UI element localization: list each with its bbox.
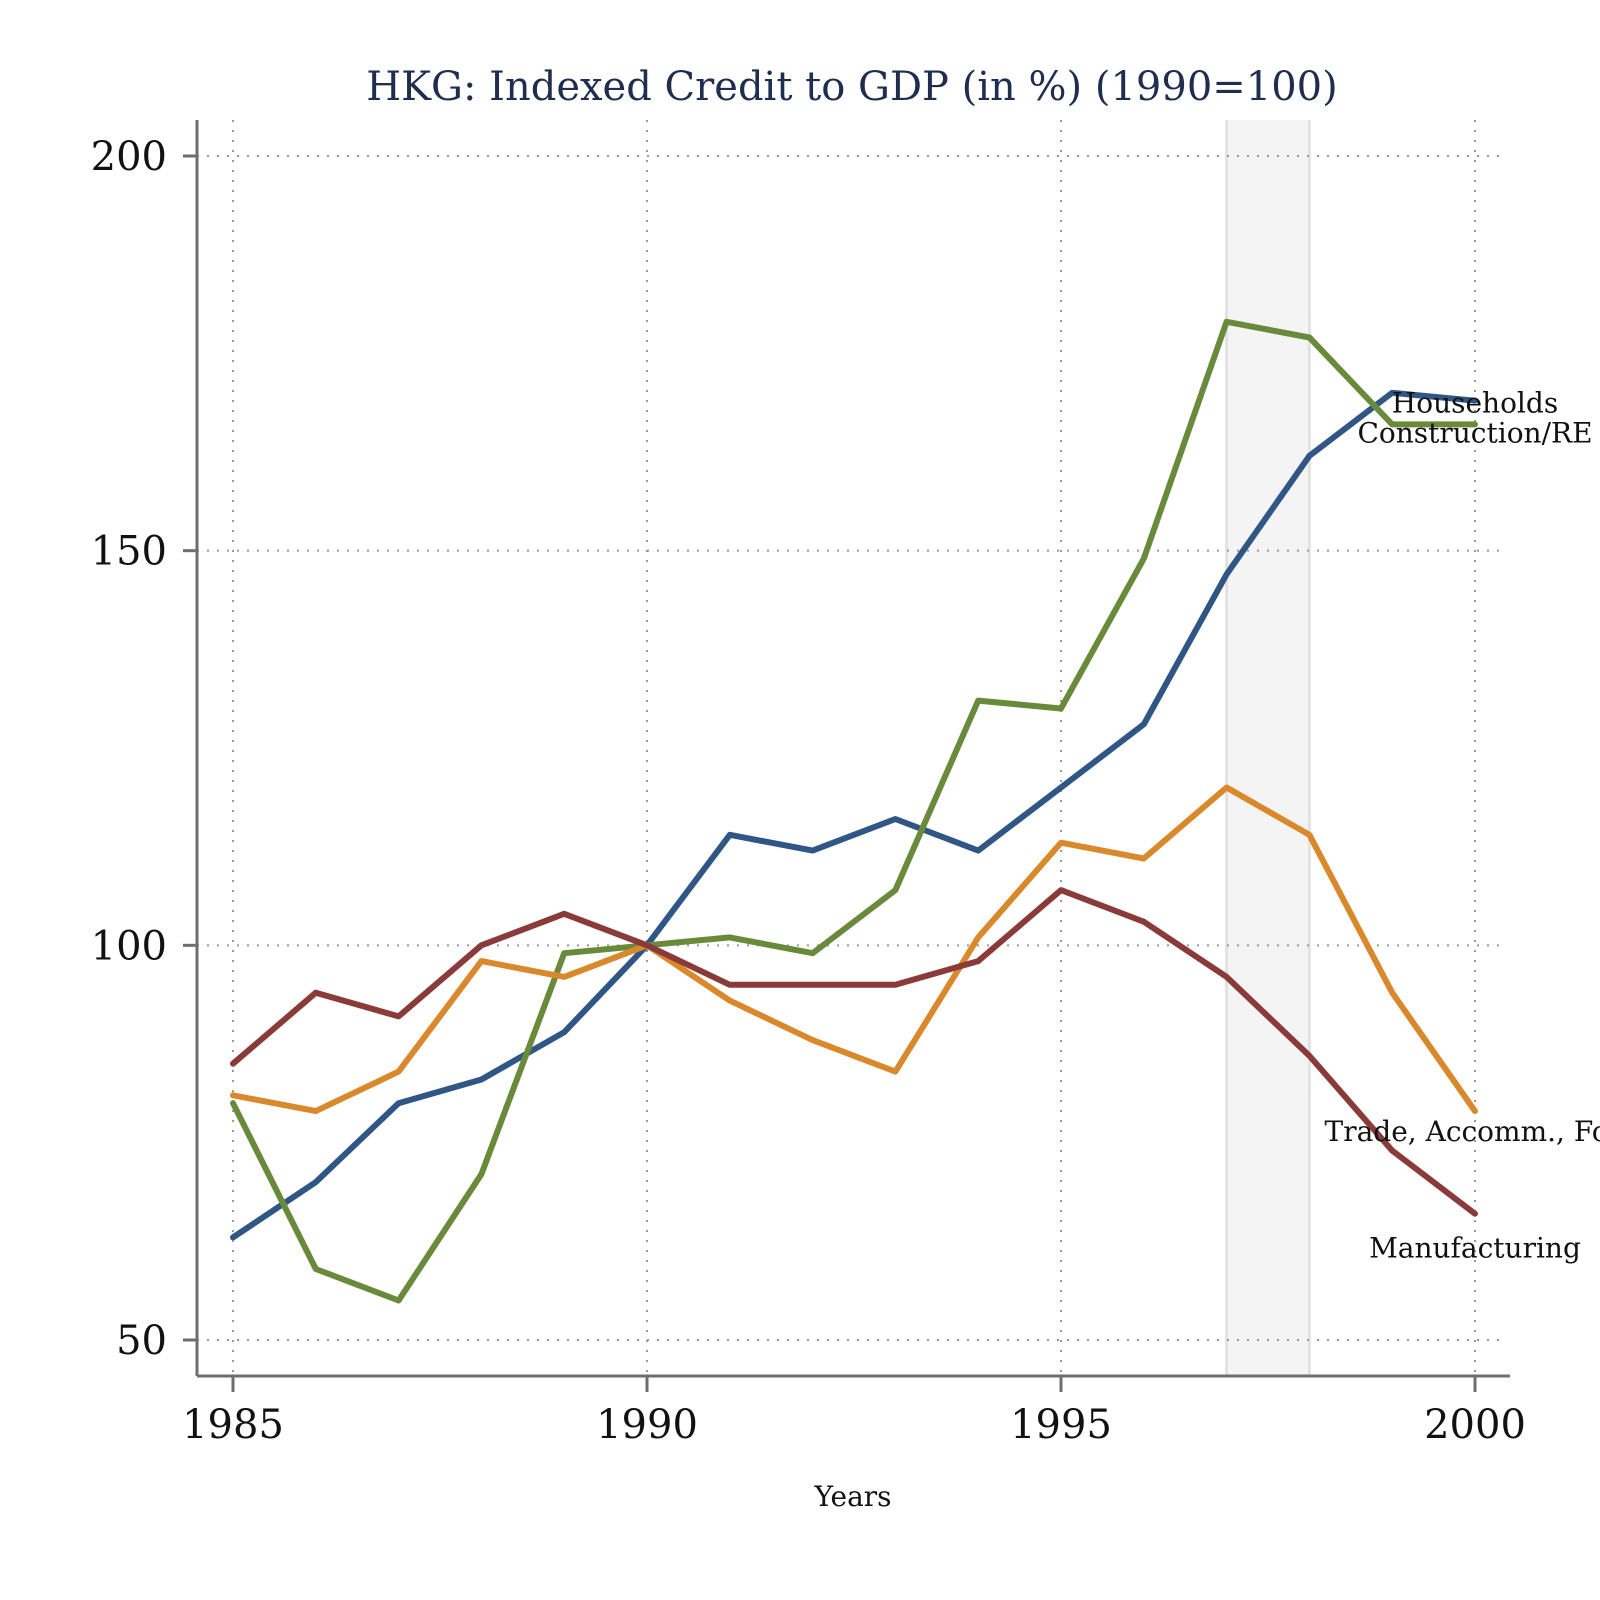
grid-layer — [197, 120, 1505, 1376]
series-label-trade-accomm-foo: Trade, Accomm., Foo — [1325, 1115, 1600, 1148]
series-label-manufacturing: Manufacturing — [1369, 1232, 1581, 1265]
chart-title: HKG: Indexed Credit to GDP (in %) (1990=… — [366, 64, 1337, 110]
series-line-households — [230, 389, 1478, 1241]
y-tick-label: 200 — [91, 134, 167, 180]
series-line-construction-re — [230, 318, 1478, 1304]
x-tick-label: 1995 — [1010, 1402, 1112, 1448]
x-axis-title: Years — [813, 1480, 891, 1513]
shaded-region-layer — [1225, 120, 1311, 1376]
y-tick-label: 100 — [91, 923, 167, 969]
x-tick-label: 2000 — [1424, 1402, 1526, 1448]
series-line-trade-accomm-foo — [230, 784, 1478, 1115]
axis-layer: 50 100 150 200 1985 1990 1995 2000 — [91, 120, 1526, 1448]
series-layer — [230, 318, 1478, 1304]
x-tick-label: 1985 — [182, 1402, 284, 1448]
y-tick-label: 50 — [116, 1318, 167, 1364]
y-tick-label: 150 — [91, 529, 167, 575]
series-label-households: Households — [1392, 387, 1558, 420]
series-line-manufacturing — [230, 887, 1478, 1217]
series-label-construction-re: Construction/RE — [1357, 416, 1592, 449]
x-tick-label: 1990 — [596, 1402, 698, 1448]
shaded-region — [1226, 120, 1310, 1376]
